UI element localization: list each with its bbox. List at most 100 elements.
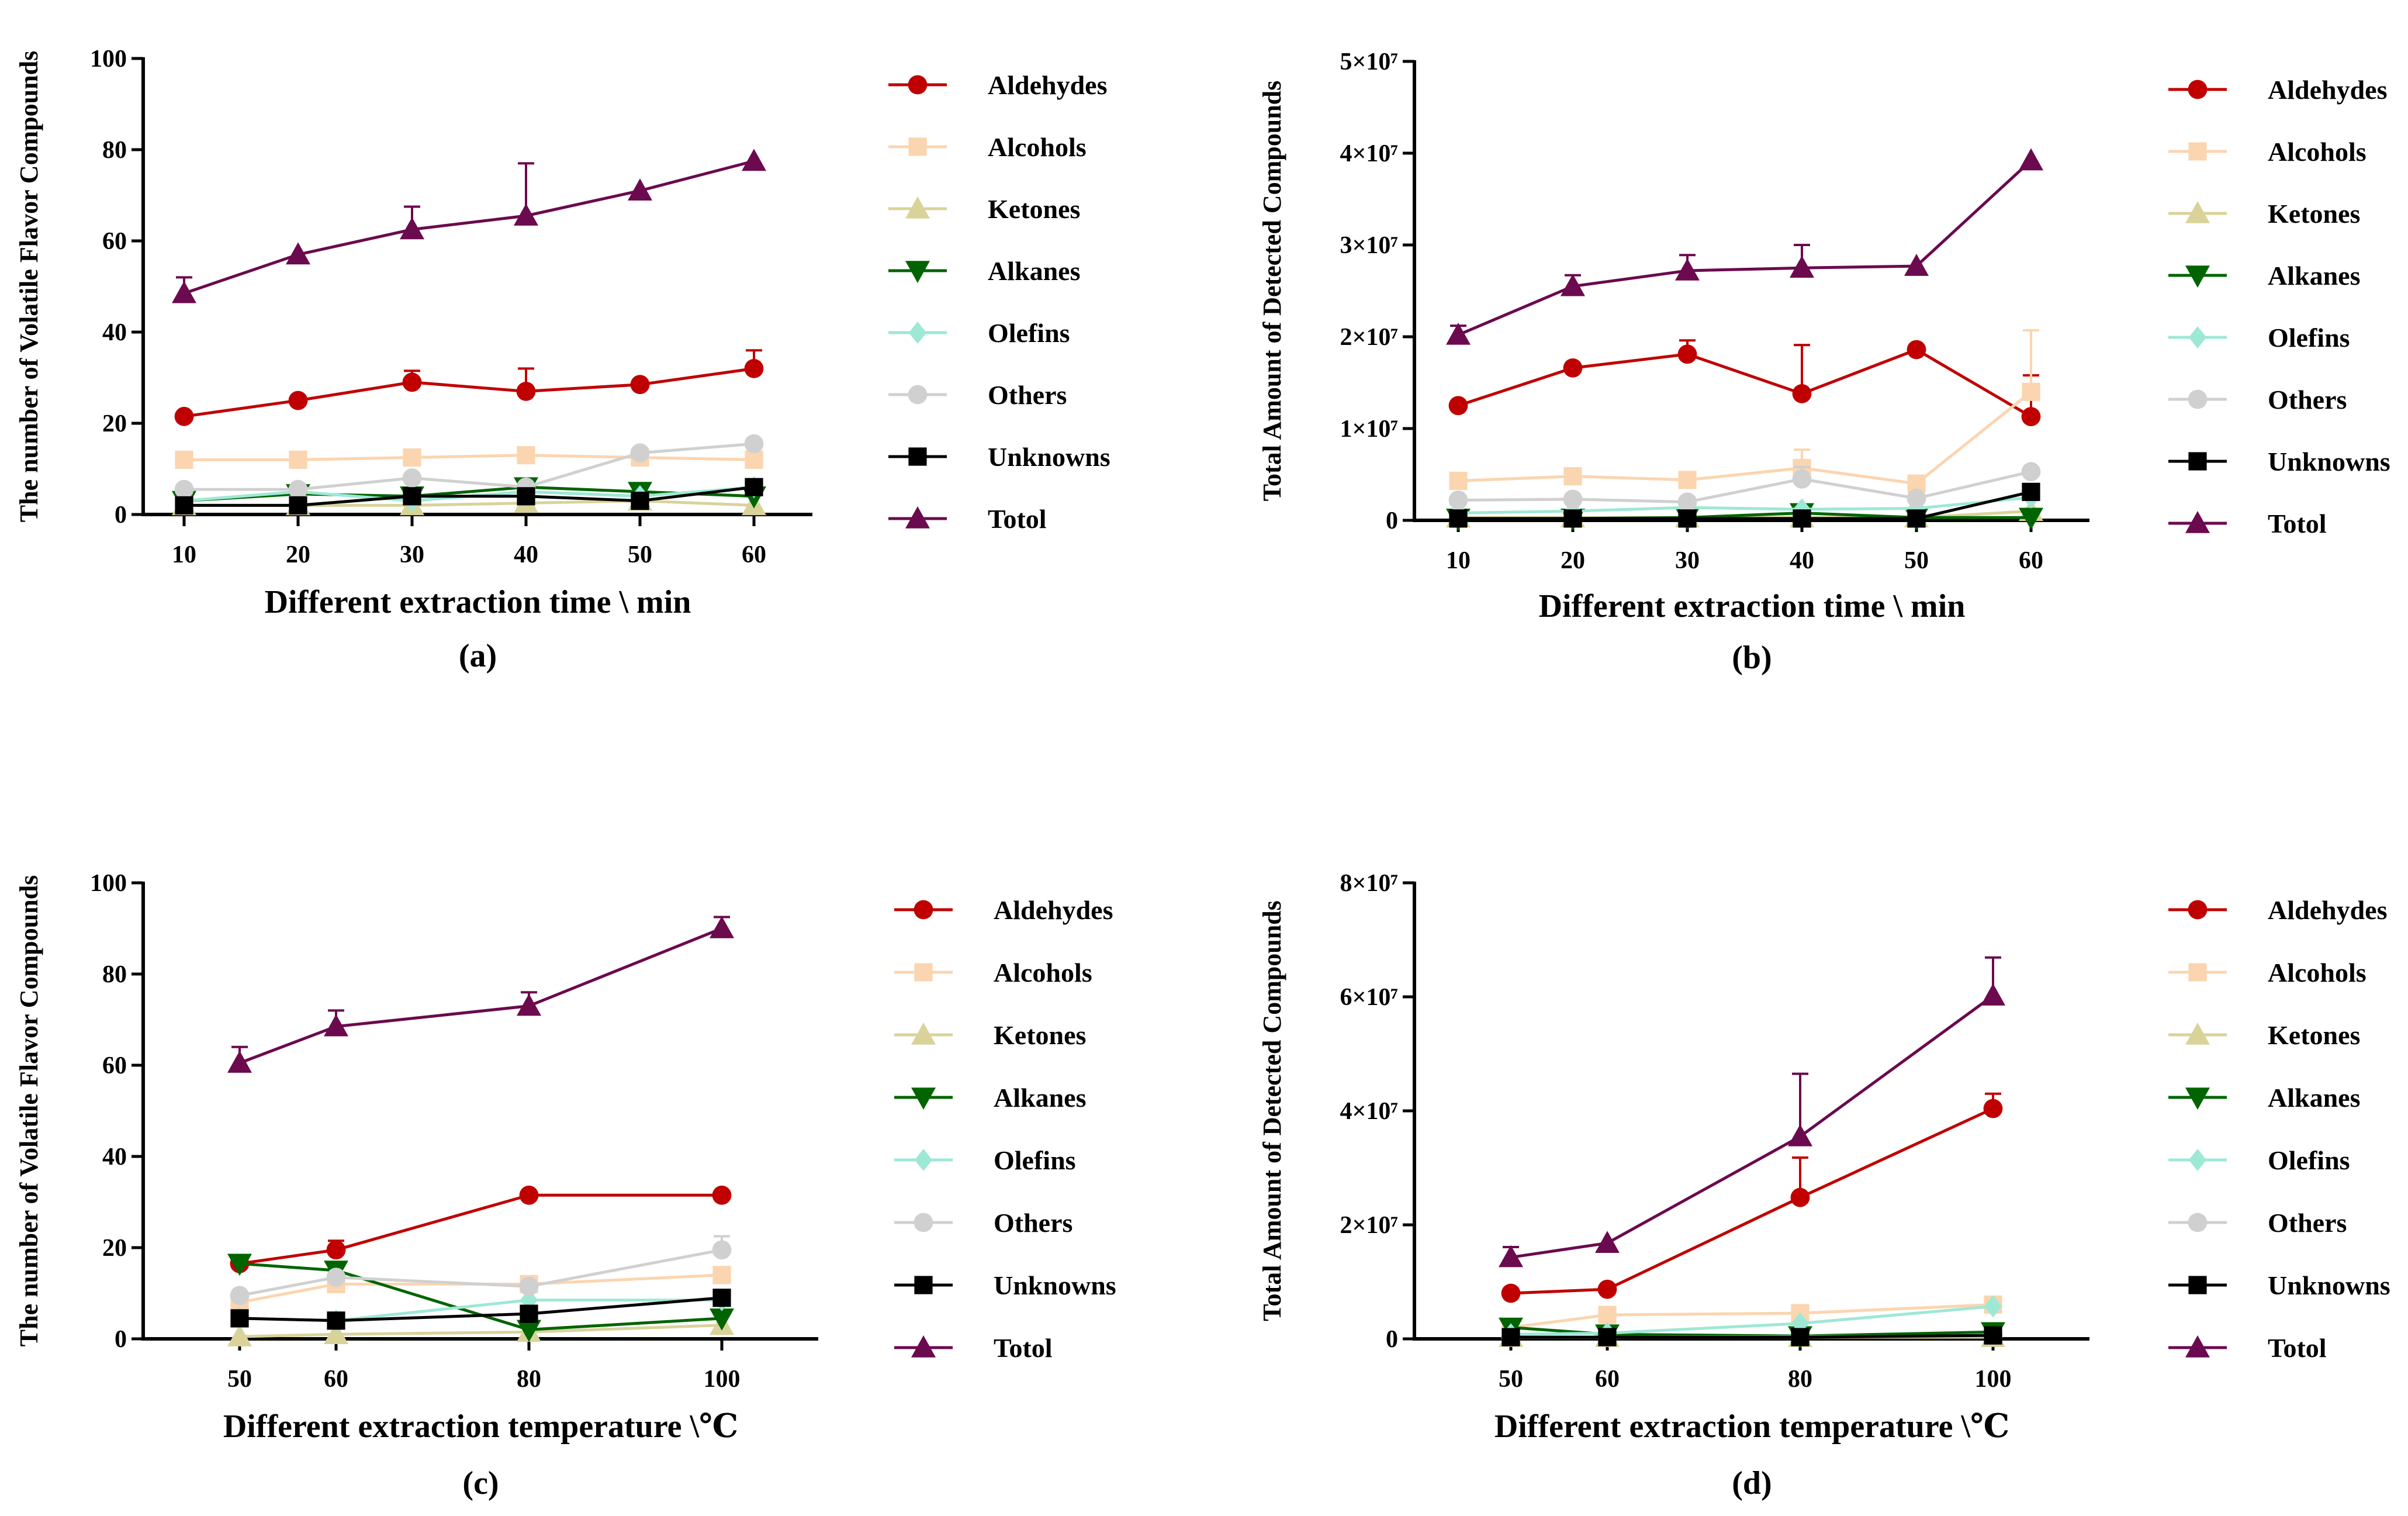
data-point-unknowns bbox=[175, 496, 193, 514]
data-point-alcohols bbox=[2022, 382, 2040, 401]
panel-label: (c) bbox=[462, 1465, 499, 1501]
x-tick-label: 10 bbox=[1446, 547, 1471, 574]
legend-label: Totol bbox=[2268, 1333, 2327, 1363]
legend-label: Aldehydes bbox=[988, 70, 1107, 100]
y-axis-title: The number of Volatile Flavor Compounds bbox=[15, 51, 43, 522]
x-tick-label: 60 bbox=[742, 541, 766, 568]
y-tick-label: 0 bbox=[115, 502, 127, 529]
series-others bbox=[174, 434, 764, 499]
data-point-aldehydes bbox=[1792, 384, 1812, 403]
data-point-totol bbox=[1904, 254, 1929, 276]
legend-label: Alkanes bbox=[2268, 261, 2360, 291]
data-point-totol bbox=[1561, 274, 1585, 296]
data-point-others bbox=[1677, 492, 1697, 512]
y-tick-label: 40 bbox=[102, 1144, 127, 1170]
legend-marker-olefins bbox=[2188, 326, 2207, 348]
y-tick-label: 4×10⁷ bbox=[1340, 140, 1398, 167]
data-point-unknowns bbox=[1907, 509, 1926, 528]
data-point-aldehydes bbox=[630, 375, 650, 395]
y-tick-label: 100 bbox=[90, 46, 127, 72]
series-line-olefins bbox=[1458, 496, 2032, 514]
y-axis-title: Total Amount of Detected Compounds bbox=[1258, 900, 1286, 1321]
legend-marker-totol bbox=[905, 506, 930, 529]
data-point-aldehydes bbox=[288, 391, 308, 410]
data-point-totol bbox=[227, 1051, 252, 1073]
legend-marker-alcohols bbox=[2188, 142, 2207, 161]
data-point-unknowns bbox=[1563, 509, 1582, 528]
legend-item-alkanes: Alkanes bbox=[894, 1083, 1086, 1113]
series-ketones bbox=[227, 1313, 734, 1346]
data-point-alcohols bbox=[289, 450, 307, 469]
x-tick-label: 40 bbox=[514, 541, 538, 568]
data-point-aldehydes bbox=[1448, 396, 1468, 416]
legend-marker-alcohols bbox=[2188, 963, 2207, 982]
legend-item-aldehydes: Aldehydes bbox=[2168, 75, 2387, 105]
data-point-unknowns bbox=[327, 1311, 345, 1330]
data-point-others bbox=[2021, 462, 2041, 482]
legend-label: Others bbox=[2268, 385, 2347, 415]
data-point-aldehydes bbox=[326, 1240, 346, 1260]
legend-label: Alkanes bbox=[994, 1083, 1086, 1113]
legend-marker-aldehydes bbox=[2188, 80, 2208, 99]
legend-item-unknowns: Unknowns bbox=[888, 442, 1110, 472]
legend-label: Ketones bbox=[994, 1020, 1086, 1050]
legend-label: Unknowns bbox=[2268, 1270, 2390, 1300]
legend-label: Alcohols bbox=[2268, 958, 2367, 987]
data-point-unknowns bbox=[230, 1309, 249, 1328]
legend-item-olefins: Olefins bbox=[2168, 323, 2350, 353]
legend-marker-aldehydes bbox=[2188, 900, 2208, 920]
data-point-totol bbox=[172, 281, 196, 303]
panel-label: (a) bbox=[459, 638, 497, 674]
y-tick-label: 2×10⁷ bbox=[1340, 1212, 1398, 1239]
series-line-alkanes bbox=[184, 485, 755, 503]
data-point-ketones bbox=[324, 1322, 348, 1344]
series-line-others bbox=[239, 1248, 722, 1297]
legend-item-alcohols: Alcohols bbox=[888, 132, 1087, 162]
y-axis-title: Total Amount of Detected Compounds bbox=[1258, 81, 1286, 502]
x-axis-title: Different extraction time \ min bbox=[265, 584, 691, 620]
data-point-others bbox=[1907, 488, 1926, 508]
data-point-totol bbox=[400, 217, 424, 240]
series-line-alcohols bbox=[1510, 1303, 1994, 1329]
legend-item-ketones: Ketones bbox=[888, 194, 1080, 224]
legend-item-aldehydes: Aldehydes bbox=[2168, 895, 2387, 925]
legend-marker-alkanes bbox=[905, 261, 930, 283]
x-tick-label: 50 bbox=[1499, 1366, 1523, 1393]
data-point-alcohols bbox=[1678, 471, 1697, 489]
legend-label: Olefins bbox=[2268, 323, 2350, 353]
x-tick-label: 40 bbox=[1790, 547, 1814, 574]
y-tick-label: 100 bbox=[90, 870, 127, 897]
y-tick-label: 40 bbox=[102, 319, 127, 346]
data-point-alcohols bbox=[1563, 467, 1582, 486]
x-tick-label: 10 bbox=[172, 541, 196, 568]
series-line-aldehydes bbox=[1510, 1107, 1994, 1295]
x-tick-label: 50 bbox=[1904, 547, 1929, 574]
legend-label: Alkanes bbox=[988, 256, 1080, 286]
legend-item-others: Others bbox=[2168, 385, 2347, 415]
data-point-aldehydes bbox=[516, 382, 536, 401]
legend-marker-ketones bbox=[905, 196, 930, 219]
panel-label: (b) bbox=[1732, 640, 1772, 676]
series-others bbox=[230, 1235, 732, 1306]
legend-label: Aldehydes bbox=[2268, 75, 2387, 105]
y-tick-label: 80 bbox=[102, 137, 127, 164]
data-point-alcohols bbox=[1598, 1306, 1617, 1324]
data-point-olefins bbox=[1907, 497, 1926, 520]
y-tick-label: 1×10⁷ bbox=[1340, 416, 1398, 443]
y-tick-label: 6×10⁷ bbox=[1340, 984, 1398, 1011]
data-point-unknowns bbox=[517, 487, 535, 506]
series-unknowns bbox=[230, 1289, 731, 1330]
legend-item-ketones: Ketones bbox=[2168, 199, 2360, 229]
legend-label: Ketones bbox=[2268, 199, 2360, 229]
y-tick-label: 8×10⁷ bbox=[1340, 870, 1398, 897]
data-point-alcohols bbox=[403, 448, 421, 467]
legend-item-others: Others bbox=[894, 1208, 1072, 1238]
series-aldehydes bbox=[1448, 339, 2041, 426]
data-point-unknowns bbox=[745, 478, 763, 496]
data-point-others bbox=[712, 1240, 732, 1260]
x-tick-label: 80 bbox=[517, 1366, 541, 1393]
data-point-aldehydes bbox=[2021, 407, 2041, 426]
data-point-totol bbox=[514, 203, 538, 226]
x-axis-title: Different extraction temperature \℃ bbox=[1494, 1408, 2009, 1445]
